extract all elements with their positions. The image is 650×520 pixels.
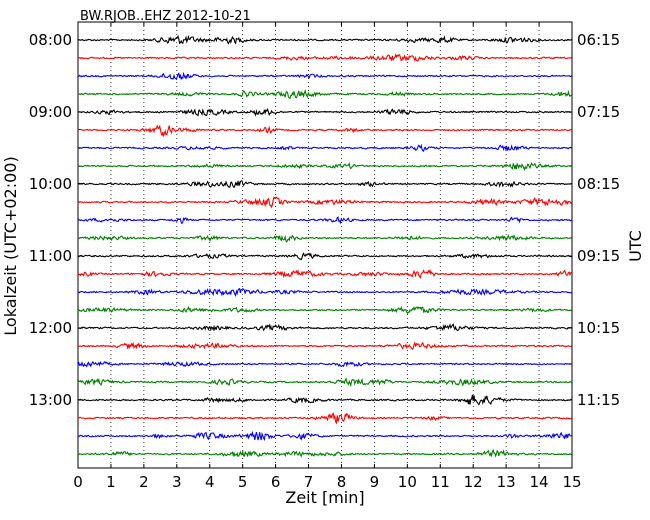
right-tick-label: 10:15 — [577, 319, 620, 337]
right-tick-label: 07:15 — [577, 103, 620, 121]
trace-1000 — [77, 179, 572, 189]
x-tick-label: 3 — [172, 473, 182, 491]
trace-1115 — [77, 268, 572, 279]
x-tick-labels: 0 1 2 3 4 5 6 7 8 9 10 11 12 13 14 15 — [73, 473, 581, 491]
x-tick-label: 15 — [562, 473, 581, 491]
x-tick-label: 9 — [370, 473, 380, 491]
trace-1145 — [77, 305, 572, 315]
trace-0830 — [77, 71, 572, 81]
trace-1130 — [77, 287, 572, 297]
left-tick-label: 10:00 — [29, 175, 72, 193]
x-tick-label: 0 — [73, 473, 83, 491]
trace-0800 — [77, 34, 572, 45]
trace-1345 — [77, 448, 572, 458]
trace-1245 — [77, 377, 572, 388]
x-tick-label: 6 — [271, 473, 281, 491]
trace-1015 — [77, 196, 573, 209]
right-tick-label: 06:15 — [577, 31, 620, 49]
right-tick-labels: 06:15 07:15 08:15 09:15 10:15 11:15 — [577, 31, 620, 409]
trace-1045 — [77, 234, 572, 243]
trace-1030 — [77, 216, 572, 225]
x-tick-label: 7 — [304, 473, 314, 491]
y-axis-label-right: UTC — [626, 230, 645, 262]
left-tick-label: 08:00 — [29, 31, 72, 49]
trace-1330 — [77, 430, 572, 442]
right-tick-label: 08:15 — [577, 175, 620, 193]
x-tick-label: 10 — [398, 473, 417, 491]
trace-0945 — [77, 161, 572, 172]
x-tick-label: 13 — [497, 473, 516, 491]
left-tick-labels: 08:00 09:00 10:00 11:00 12:00 13:00 — [29, 31, 72, 409]
x-axis-label: Zeit [min] — [285, 488, 364, 507]
x-tick-label: 5 — [238, 473, 248, 491]
trace-0815 — [77, 53, 572, 62]
trace-0900 — [77, 107, 572, 117]
trace-0845 — [77, 89, 572, 100]
trace-0915 — [77, 124, 572, 138]
trace-1315 — [77, 411, 572, 425]
x-tick-label: 11 — [431, 473, 450, 491]
left-tick-label: 09:00 — [29, 103, 72, 121]
left-tick-label: 13:00 — [29, 391, 72, 409]
y-axis-label-left: Lokalzeit (UTC+02:00) — [1, 156, 20, 335]
x-tick-label: 12 — [464, 473, 483, 491]
trace-1200 — [77, 323, 572, 332]
trace-1230 — [77, 360, 572, 368]
left-tick-label: 12:00 — [29, 319, 72, 337]
chart-title: BW.RJOB..EHZ 2012-10-21 — [80, 9, 251, 24]
trace-1215 — [77, 341, 572, 350]
right-tick-label: 11:15 — [577, 391, 620, 409]
tick-marks — [77, 22, 573, 468]
x-tick-label: 1 — [106, 473, 116, 491]
x-tick-label: 14 — [530, 473, 549, 491]
x-tick-label: 4 — [205, 473, 215, 491]
right-tick-label: 09:15 — [577, 247, 620, 265]
x-tick-label: 8 — [337, 473, 347, 491]
left-tick-label: 11:00 — [29, 247, 72, 265]
trace-1100 — [77, 252, 572, 261]
trace-group — [77, 34, 573, 458]
x-tick-label: 2 — [139, 473, 149, 491]
plot-frame — [77, 21, 573, 469]
trace-0930 — [77, 143, 572, 153]
trace-1300 — [77, 394, 572, 406]
